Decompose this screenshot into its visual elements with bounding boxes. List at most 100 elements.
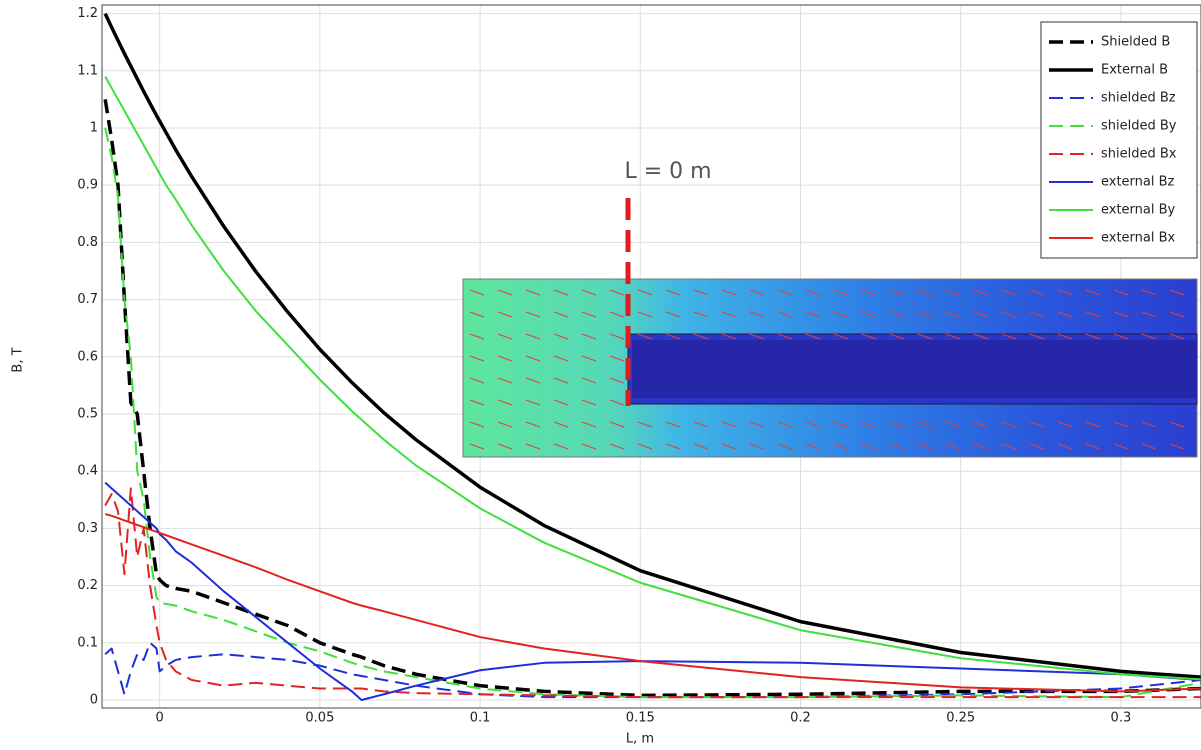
field-arrow [917, 311, 933, 318]
field-arrow [973, 443, 989, 450]
legend-label: external Bx [1101, 231, 1176, 246]
field-arrow [1113, 443, 1129, 450]
field-arrow [945, 289, 961, 296]
field-arrow [469, 377, 485, 384]
field-arrow [553, 421, 569, 428]
field-arrow [721, 443, 737, 450]
field-arrow [637, 443, 653, 450]
field-arrow [497, 421, 513, 428]
field-arrow [749, 421, 765, 428]
field-arrow [469, 443, 485, 450]
field-arrow [469, 333, 485, 340]
field-arrow [525, 377, 541, 384]
field-arrow [861, 333, 877, 340]
field-arrow [721, 311, 737, 318]
field-arrow [945, 333, 961, 340]
field-arrow [777, 289, 793, 296]
legend-label: Shielded B [1101, 35, 1170, 50]
y-tick-label: 0.1 [77, 635, 98, 650]
field-arrow [1085, 311, 1101, 318]
field-arrow [1141, 421, 1157, 428]
field-arrow [1141, 443, 1157, 450]
field-arrow [1029, 443, 1045, 450]
field-arrow [917, 421, 933, 428]
field-arrow [637, 333, 653, 340]
field-arrow [693, 443, 709, 450]
field-arrow [497, 333, 513, 340]
field-arrow [497, 399, 513, 406]
y-tick-label: 0.9 [77, 178, 98, 193]
legend-label: External B [1101, 63, 1168, 78]
field-arrow [609, 443, 625, 450]
y-tick-label: 1.2 [77, 6, 98, 21]
field-arrow [805, 333, 821, 340]
field-arrow [665, 311, 681, 318]
field-arrow [553, 399, 569, 406]
field-arrow [609, 355, 625, 362]
x-tick-label: 0.15 [626, 711, 655, 726]
field-arrow [973, 421, 989, 428]
field-arrow [833, 333, 849, 340]
field-arrow [693, 289, 709, 296]
field-arrow [693, 421, 709, 428]
field-arrow [1029, 311, 1045, 318]
field-arrow [1001, 443, 1017, 450]
field-arrow [525, 355, 541, 362]
field-arrow [889, 333, 905, 340]
series-line [104, 487, 1201, 699]
plot-frame [101, 4, 1201, 709]
field-arrow [469, 355, 485, 362]
series-line [104, 481, 1201, 701]
field-arrow [777, 311, 793, 318]
field-arrow [721, 421, 737, 428]
x-tick-label: 0.1 [470, 711, 491, 726]
field-arrow [581, 311, 597, 318]
field-arrow [581, 355, 597, 362]
field-arrow [469, 289, 485, 296]
field-arrow [553, 377, 569, 384]
field-arrow [1057, 289, 1073, 296]
field-arrow [1029, 289, 1045, 296]
legend-label: shielded Bx [1101, 147, 1177, 162]
y-tick-label: 0.4 [77, 464, 98, 479]
y-tick-label: 0 [90, 692, 98, 707]
field-arrow [609, 399, 625, 406]
field-arrow [497, 377, 513, 384]
field-arrow [1057, 421, 1073, 428]
field-arrow [833, 443, 849, 450]
shield-core [632, 340, 1197, 398]
y-tick-label: 0.7 [77, 292, 98, 307]
field-arrow [1141, 311, 1157, 318]
field-arrow [665, 333, 681, 340]
field-arrow [749, 333, 765, 340]
field-arrow [1001, 421, 1017, 428]
field-arrow [861, 421, 877, 428]
field-arrow [665, 421, 681, 428]
y-tick-label: 0.2 [77, 578, 98, 593]
field-arrow [777, 443, 793, 450]
field-arrow [581, 443, 597, 450]
field-arrow [693, 333, 709, 340]
field-arrow [609, 311, 625, 318]
x-axis-label: L, m [626, 732, 654, 747]
field-arrow [805, 311, 821, 318]
field-arrow [609, 289, 625, 296]
field-arrow [1169, 421, 1185, 428]
field-arrow [917, 443, 933, 450]
field-arrow [553, 355, 569, 362]
y-tick-label: 1.1 [77, 63, 98, 78]
x-tick-label: 0.3 [1111, 711, 1132, 726]
field-arrow [945, 443, 961, 450]
field-arrow [777, 421, 793, 428]
field-arrow [1057, 443, 1073, 450]
y-tick-label: 0.8 [77, 235, 98, 250]
field-arrow [1029, 333, 1045, 340]
field-arrow [749, 443, 765, 450]
field-arrow [917, 289, 933, 296]
x-tick-label: 0.05 [305, 711, 334, 726]
field-arrow [553, 333, 569, 340]
field-arrow [553, 443, 569, 450]
field-arrow [721, 333, 737, 340]
